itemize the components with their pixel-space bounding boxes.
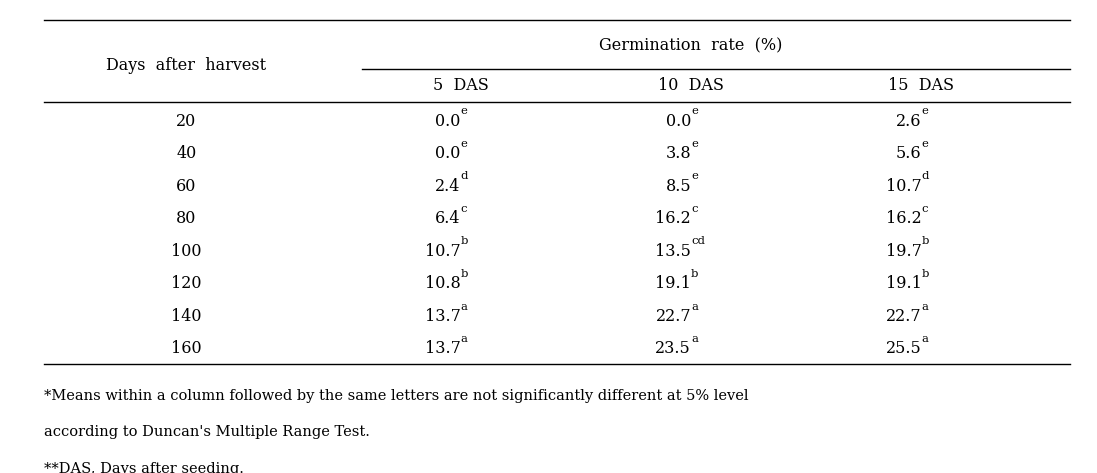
Text: 22.7: 22.7 xyxy=(886,308,921,325)
Text: 10.7: 10.7 xyxy=(425,243,461,260)
Text: 6.4: 6.4 xyxy=(436,210,461,227)
Text: 60: 60 xyxy=(177,178,196,195)
Text: according to Duncan's Multiple Range Test.: according to Duncan's Multiple Range Tes… xyxy=(44,426,370,439)
Text: 25.5: 25.5 xyxy=(885,341,921,357)
Text: cd: cd xyxy=(691,236,705,246)
Text: b: b xyxy=(461,236,468,246)
Text: 5.6: 5.6 xyxy=(896,145,921,162)
Text: 140: 140 xyxy=(171,308,202,325)
Text: 23.5: 23.5 xyxy=(655,341,691,357)
Text: *Means within a column followed by the same letters are not significantly differ: *Means within a column followed by the s… xyxy=(44,389,748,403)
Text: **DAS, Days after seeding.: **DAS, Days after seeding. xyxy=(44,462,244,473)
Text: c: c xyxy=(691,204,698,214)
Text: 40: 40 xyxy=(177,145,196,162)
Text: a: a xyxy=(691,334,698,344)
Text: 3.8: 3.8 xyxy=(666,145,691,162)
Text: 0.0: 0.0 xyxy=(436,113,461,130)
Text: 0.0: 0.0 xyxy=(666,113,691,130)
Text: 19.1: 19.1 xyxy=(655,275,691,292)
Text: Germination  rate  (%): Germination rate (%) xyxy=(599,37,783,54)
Text: 16.2: 16.2 xyxy=(885,210,921,227)
Text: d: d xyxy=(921,171,929,182)
Text: 100: 100 xyxy=(171,243,202,260)
Text: e: e xyxy=(461,106,467,116)
Text: 0.0: 0.0 xyxy=(436,145,461,162)
Text: b: b xyxy=(691,269,699,279)
Text: 2.6: 2.6 xyxy=(896,113,921,130)
Text: d: d xyxy=(461,171,468,182)
Text: 10.7: 10.7 xyxy=(885,178,921,195)
Text: 13.5: 13.5 xyxy=(655,243,691,260)
Text: e: e xyxy=(691,171,698,182)
Text: e: e xyxy=(691,139,698,149)
Text: 80: 80 xyxy=(177,210,196,227)
Text: b: b xyxy=(921,236,929,246)
Text: a: a xyxy=(461,301,467,312)
Text: e: e xyxy=(921,106,928,116)
Text: Days  after  harvest: Days after harvest xyxy=(106,57,267,74)
Text: c: c xyxy=(921,204,928,214)
Text: 13.7: 13.7 xyxy=(425,341,461,357)
Text: 16.2: 16.2 xyxy=(655,210,691,227)
Text: 160: 160 xyxy=(171,341,202,357)
Text: e: e xyxy=(921,139,928,149)
Text: 5  DAS: 5 DAS xyxy=(433,78,488,95)
Text: a: a xyxy=(691,301,698,312)
Text: 10.8: 10.8 xyxy=(425,275,461,292)
Text: 8.5: 8.5 xyxy=(666,178,691,195)
Text: a: a xyxy=(921,334,928,344)
Text: a: a xyxy=(461,334,467,344)
Text: 19.7: 19.7 xyxy=(885,243,921,260)
Text: 10  DAS: 10 DAS xyxy=(658,78,724,95)
Text: b: b xyxy=(921,269,929,279)
Text: 13.7: 13.7 xyxy=(425,308,461,325)
Text: 19.1: 19.1 xyxy=(885,275,921,292)
Text: a: a xyxy=(921,301,928,312)
Text: 20: 20 xyxy=(177,113,196,130)
Text: e: e xyxy=(691,106,698,116)
Text: 22.7: 22.7 xyxy=(656,308,691,325)
Text: 2.4: 2.4 xyxy=(436,178,461,195)
Text: c: c xyxy=(461,204,467,214)
Text: 15  DAS: 15 DAS xyxy=(889,78,954,95)
Text: b: b xyxy=(461,269,468,279)
Text: 120: 120 xyxy=(171,275,202,292)
Text: e: e xyxy=(461,139,467,149)
